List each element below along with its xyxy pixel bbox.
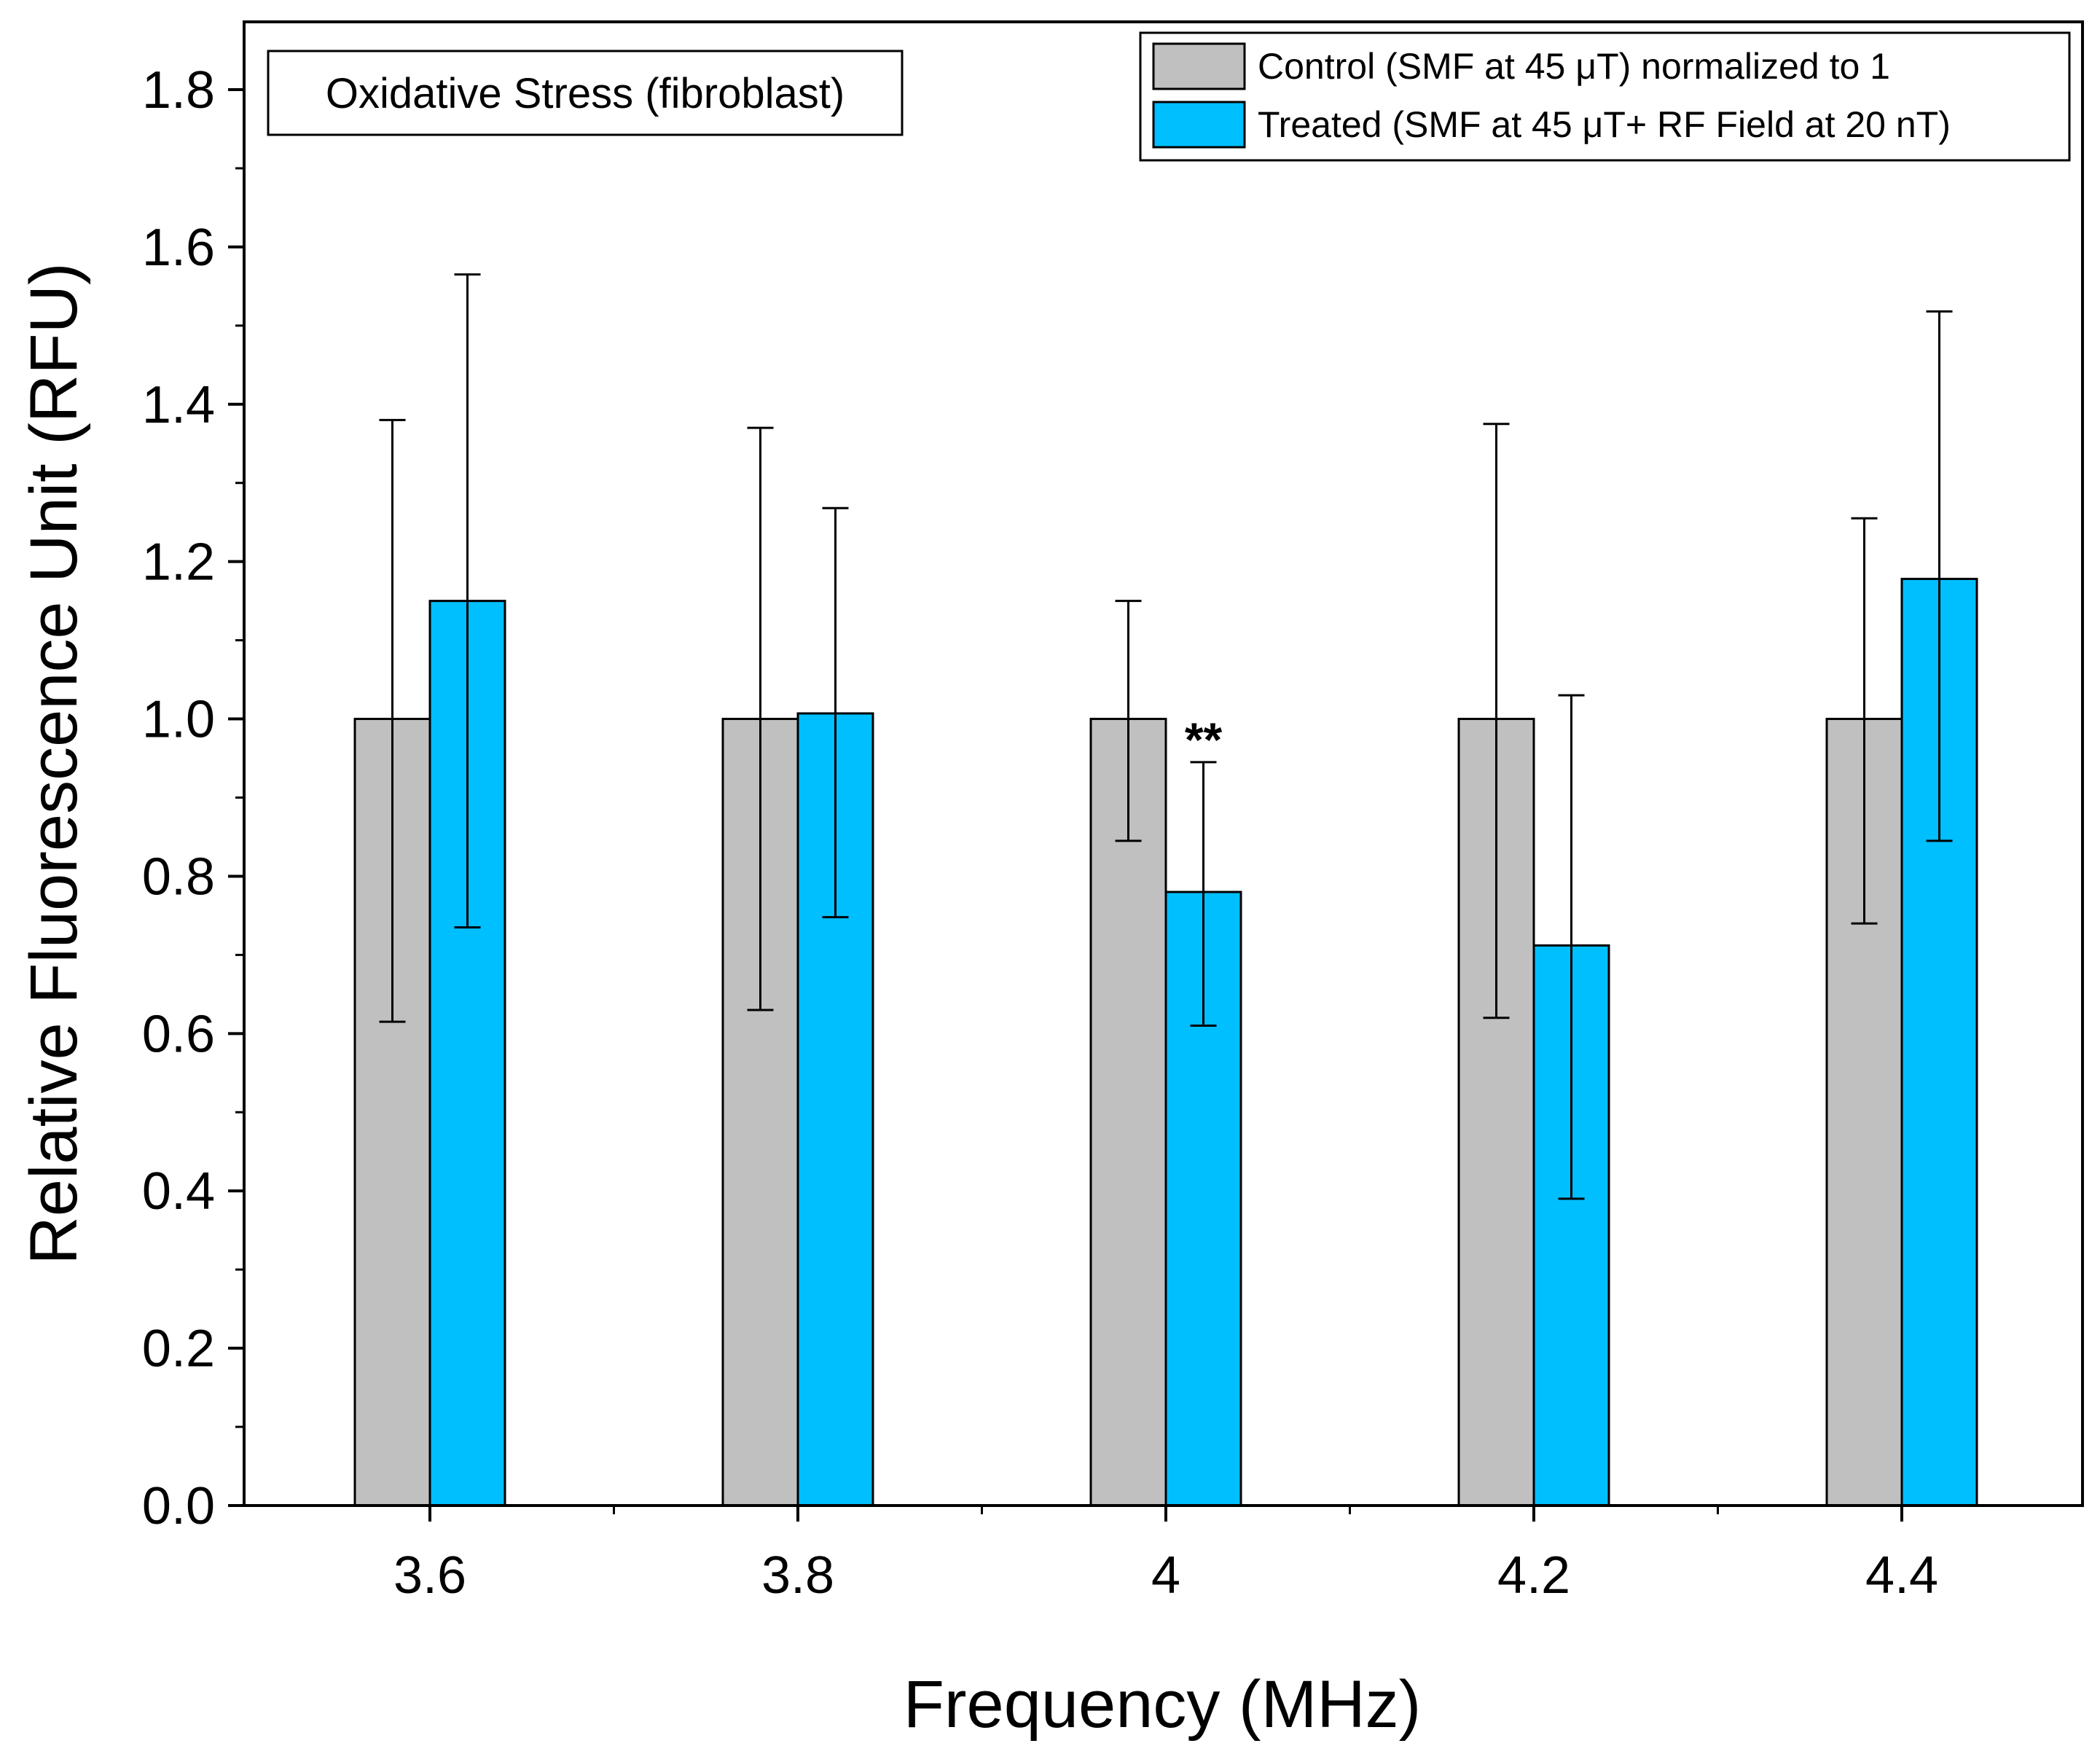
y-tick-label: 1.6 <box>142 219 215 277</box>
significance-annotation: ** <box>1185 713 1223 767</box>
inset-label-box: Oxidative Stress (fibroblast) <box>267 50 904 136</box>
inset-label-frame <box>267 50 904 136</box>
legend-label-control: Control (SMF at 45 μT) normalized to 1 <box>1258 46 1890 87</box>
x-tick-label: 3.8 <box>761 1546 834 1605</box>
x-tick-label: 4 <box>1151 1546 1180 1605</box>
error-bar-control-4.4 <box>1851 517 1878 925</box>
error-bar-control-4 <box>1115 600 1142 842</box>
y-tick-label: 1.0 <box>142 691 215 749</box>
x-axis-title: Frequency (MHz) <box>904 1667 1422 1742</box>
y-tick-label: 0.6 <box>142 1005 215 1063</box>
error-bars-layer <box>379 273 1953 1200</box>
y-tick-label: 0.4 <box>142 1162 215 1221</box>
legend: Control (SMF at 45 μT) normalized to 1 T… <box>1139 31 2071 162</box>
error-bar-treated-4 <box>1190 761 1217 1027</box>
legend-swatch-treated <box>1152 101 1246 149</box>
error-bar-treated-4.4 <box>1926 310 1953 842</box>
legend-label-treated: Treated (SMF at 45 μT+ RF Field at 20 nT… <box>1258 104 1951 145</box>
error-bar-control-3.8 <box>747 426 774 1011</box>
y-tick-label: 0.8 <box>142 847 215 906</box>
error-bar-treated-4.2 <box>1558 694 1585 1200</box>
annotations-layer: ** <box>1185 713 1223 767</box>
y-tick-label: 1.8 <box>142 61 215 120</box>
x-tick-label: 3.6 <box>393 1546 466 1605</box>
y-tick-label: 1.4 <box>142 376 215 434</box>
legend-frame <box>1139 31 2071 162</box>
x-axis: 3.6 3.8 4 4.2 4.4 <box>393 1506 1938 1605</box>
y-tick-label: 0.0 <box>142 1477 215 1535</box>
y-tick-label: 0.2 <box>142 1320 215 1378</box>
error-bar-treated-3.8 <box>822 506 849 919</box>
y-axis: 0.0 0.2 0.4 0.6 0.8 1.0 1.2 1.4 1.6 1.8 <box>142 61 244 1535</box>
legend-swatch-control <box>1152 42 1246 90</box>
plot-area-frame <box>243 20 2084 1507</box>
error-bar-control-3.6 <box>379 418 406 1023</box>
error-bar-control-4.2 <box>1483 423 1510 1019</box>
x-tick-label: 4.2 <box>1497 1546 1570 1605</box>
error-bar-treated-3.6 <box>454 273 481 929</box>
y-axis-title: Relative Fluorescence Unit (RFU) <box>17 262 91 1264</box>
y-tick-label: 1.2 <box>142 533 215 592</box>
x-tick-label: 4.4 <box>1865 1546 1938 1605</box>
inset-label: Oxidative Stress (fibroblast) <box>326 70 845 117</box>
